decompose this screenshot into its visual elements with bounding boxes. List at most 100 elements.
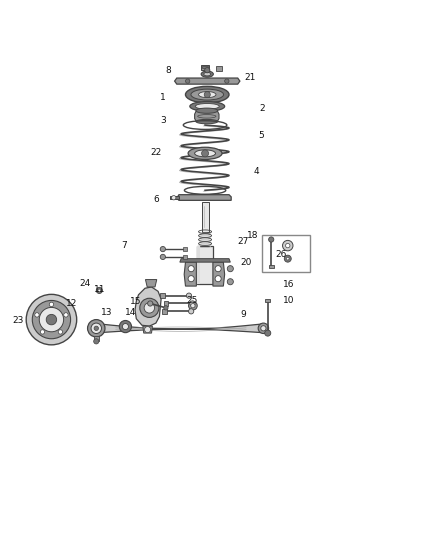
Circle shape (188, 309, 194, 314)
Circle shape (225, 79, 229, 83)
Text: 2: 2 (259, 104, 265, 114)
Circle shape (164, 305, 168, 310)
Circle shape (268, 237, 274, 242)
Text: 10: 10 (283, 296, 295, 305)
Circle shape (227, 265, 233, 272)
Text: 12: 12 (66, 299, 78, 308)
Text: 14: 14 (125, 308, 136, 317)
Circle shape (145, 327, 151, 333)
Bar (162, 309, 167, 313)
Bar (197, 246, 213, 284)
Circle shape (88, 320, 105, 337)
Ellipse shape (191, 89, 223, 100)
Circle shape (215, 276, 221, 282)
Circle shape (32, 301, 71, 339)
Circle shape (258, 323, 268, 334)
Ellipse shape (196, 119, 218, 124)
Bar (184, 247, 187, 251)
Ellipse shape (190, 102, 225, 111)
Text: 6: 6 (153, 195, 159, 204)
Ellipse shape (195, 103, 219, 109)
Circle shape (261, 326, 266, 331)
Circle shape (64, 313, 68, 317)
Ellipse shape (201, 71, 213, 77)
Circle shape (172, 196, 176, 200)
Bar (201, 64, 209, 70)
Text: 4: 4 (254, 167, 259, 176)
Polygon shape (135, 287, 161, 326)
Circle shape (185, 79, 190, 83)
Circle shape (186, 293, 191, 298)
Text: 7: 7 (121, 241, 127, 250)
Circle shape (40, 330, 45, 334)
Bar (216, 66, 223, 71)
Circle shape (94, 326, 99, 330)
Circle shape (201, 150, 208, 157)
Circle shape (215, 265, 221, 272)
Polygon shape (145, 279, 157, 287)
Text: 22: 22 (150, 148, 162, 157)
Polygon shape (194, 111, 219, 122)
Ellipse shape (196, 108, 218, 114)
Bar (197, 246, 200, 284)
Polygon shape (180, 259, 230, 262)
Circle shape (227, 279, 233, 285)
Circle shape (98, 289, 101, 292)
Bar (261, 235, 310, 272)
Text: 15: 15 (130, 297, 141, 306)
Polygon shape (175, 78, 240, 84)
Ellipse shape (198, 115, 216, 118)
Circle shape (204, 92, 210, 98)
Circle shape (96, 287, 102, 294)
Ellipse shape (188, 147, 222, 159)
Text: 24: 24 (79, 279, 91, 288)
Polygon shape (177, 195, 231, 200)
Circle shape (283, 240, 293, 251)
Circle shape (91, 323, 102, 334)
Circle shape (144, 303, 155, 313)
Circle shape (188, 276, 194, 282)
Text: 20: 20 (240, 257, 251, 266)
Text: 27: 27 (237, 237, 249, 246)
Ellipse shape (198, 92, 216, 98)
Ellipse shape (204, 72, 211, 76)
Circle shape (188, 265, 194, 272)
Circle shape (265, 330, 271, 336)
Text: 18: 18 (247, 231, 259, 240)
Bar (94, 336, 99, 341)
Circle shape (49, 302, 53, 306)
Circle shape (140, 298, 159, 318)
Polygon shape (143, 326, 152, 333)
Bar (201, 202, 208, 232)
Polygon shape (99, 324, 262, 333)
Text: 13: 13 (101, 308, 113, 317)
Circle shape (284, 255, 291, 262)
Circle shape (46, 314, 57, 325)
Circle shape (190, 301, 195, 306)
Bar (160, 294, 165, 298)
Circle shape (35, 313, 39, 317)
Circle shape (191, 303, 195, 308)
Text: 21: 21 (244, 73, 256, 82)
Text: 1: 1 (160, 93, 166, 102)
Polygon shape (184, 262, 196, 286)
Text: 11: 11 (94, 285, 106, 294)
Ellipse shape (185, 86, 229, 103)
Circle shape (286, 244, 290, 248)
Circle shape (58, 330, 63, 334)
Text: 25: 25 (187, 295, 198, 304)
Circle shape (122, 324, 128, 329)
Circle shape (286, 257, 289, 260)
Circle shape (94, 339, 99, 344)
Polygon shape (213, 262, 225, 286)
Text: 8: 8 (166, 66, 171, 75)
Text: 26: 26 (276, 251, 287, 259)
Text: 16: 16 (283, 280, 295, 289)
Circle shape (26, 294, 77, 345)
Circle shape (205, 68, 210, 73)
Bar (184, 255, 187, 259)
Polygon shape (170, 196, 179, 199)
Bar (265, 298, 270, 302)
Ellipse shape (194, 150, 215, 157)
Circle shape (188, 301, 197, 310)
